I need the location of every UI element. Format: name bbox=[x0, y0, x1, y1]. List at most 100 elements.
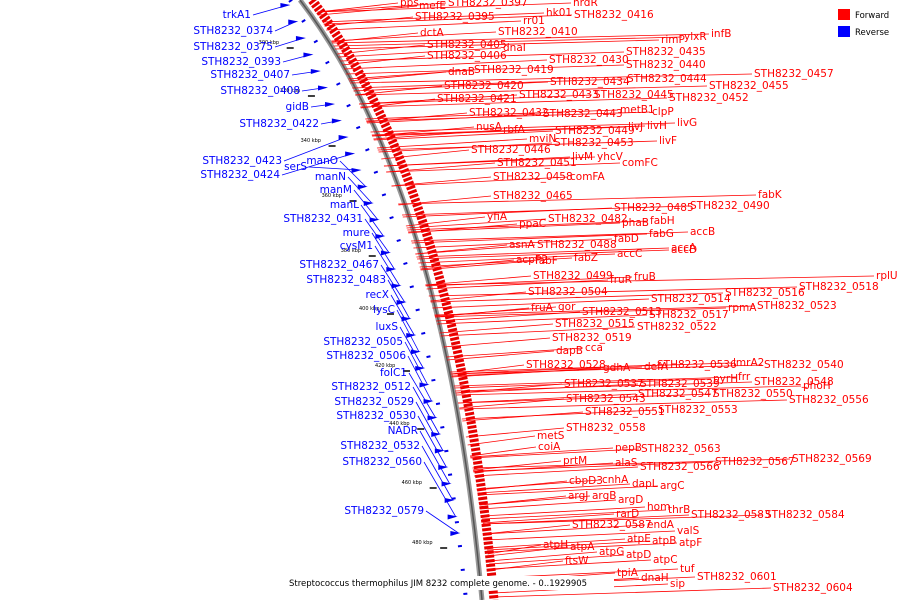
legend-forward-swatch bbox=[838, 9, 850, 20]
reverse-gene-label: STH8232_0467 bbox=[299, 259, 379, 271]
kbp-tick-label: 400 kbp bbox=[359, 306, 379, 312]
forward-connector-line bbox=[482, 513, 615, 524]
forward-gene-labels: ppsmefESTH8232_0397nrdRSTH8232_0395hk01S… bbox=[317, 0, 898, 598]
forward-connector-line bbox=[435, 307, 727, 318]
forward-gene-label: argD bbox=[618, 494, 643, 506]
forward-connector-line bbox=[487, 540, 651, 551]
forward-gene-label: STH8232_0517 bbox=[649, 309, 729, 321]
forward-gene-label: dapB bbox=[556, 345, 583, 357]
reverse-gene-label: recX bbox=[365, 289, 389, 301]
forward-gene-label: STH8232_0406 bbox=[427, 50, 507, 62]
forward-connector-line bbox=[467, 435, 536, 446]
forward-gene-label: yfiA bbox=[487, 211, 508, 223]
forward-gene-label: pyrH bbox=[713, 373, 738, 385]
reverse-connector-line bbox=[423, 461, 456, 517]
reverse-gene-arrow bbox=[396, 300, 407, 305]
forward-connector-line bbox=[419, 257, 573, 268]
forward-connector-line bbox=[418, 253, 616, 264]
reverse-connector-line bbox=[360, 204, 384, 237]
forward-gene-label: STH8232_0547 bbox=[638, 388, 718, 400]
forward-connector-line bbox=[458, 393, 637, 404]
forward-connector-line bbox=[333, 36, 683, 47]
forward-connector-line bbox=[428, 286, 798, 297]
reverse-gene-arrow bbox=[375, 234, 386, 239]
forward-gene-label: STH8232_0536 bbox=[657, 359, 737, 371]
forward-connector-line bbox=[484, 524, 646, 535]
forward-gene-label: atpE bbox=[627, 533, 651, 545]
reverse-gene-arrow bbox=[419, 382, 430, 388]
forward-connector-line bbox=[366, 111, 651, 122]
forward-connector-line bbox=[453, 376, 737, 387]
forward-gene-label: STH8232_0540 bbox=[764, 359, 844, 371]
forward-connector-line bbox=[317, 2, 399, 13]
forward-gene-label: comFA bbox=[570, 171, 606, 183]
forward-gene-label: STH8232_0583 bbox=[691, 509, 771, 521]
forward-connector-line bbox=[440, 326, 636, 337]
forward-gene-label: STH8232_0490 bbox=[690, 200, 770, 212]
forward-connector-line bbox=[488, 551, 598, 562]
forward-gene-label: STH8232_0485 bbox=[614, 202, 694, 214]
forward-gene-label: STH8232_0567 bbox=[715, 456, 795, 468]
reverse-connector-line bbox=[387, 279, 410, 319]
backbone-arc-core bbox=[299, 0, 483, 600]
reverse-gene-label: STH8232_0422 bbox=[239, 118, 319, 130]
reverse-gene-arrow bbox=[331, 118, 342, 124]
forward-gene-label: STH8232_0443 bbox=[543, 108, 623, 120]
reverse-gene-arrow bbox=[434, 448, 445, 454]
forward-connector-line bbox=[434, 306, 557, 317]
map-caption: Streptococcus thermophilus JIM 8232 comp… bbox=[289, 579, 587, 589]
forward-gene-label: dnaH bbox=[641, 572, 669, 584]
forward-gene-label: fabD bbox=[614, 233, 639, 245]
forward-gene-label: STH8232_0440 bbox=[626, 59, 706, 71]
forward-gene-label: STH8232_0416 bbox=[574, 9, 654, 21]
reverse-connector-line bbox=[371, 232, 395, 270]
forward-connector-line bbox=[459, 398, 565, 409]
kbp-tick-label: 380 kbp bbox=[341, 248, 361, 254]
forward-gene-label: STH8232_0397 bbox=[448, 0, 528, 9]
forward-gene-label: lmrA2 bbox=[733, 357, 764, 369]
reverse-gene-arrow bbox=[410, 349, 421, 355]
reverse-connector-line bbox=[415, 401, 444, 451]
forward-connector-line bbox=[420, 260, 534, 271]
forward-connector-line bbox=[482, 509, 667, 520]
reverse-gene-label: luxS bbox=[376, 321, 399, 333]
reverse-gene-label: lysC bbox=[373, 304, 395, 316]
reverse-gene-arrow bbox=[338, 135, 349, 140]
reverse-connector-line bbox=[374, 245, 400, 286]
forward-gene-label: fabF bbox=[535, 255, 558, 267]
reverse-gene-label: manM bbox=[320, 184, 352, 196]
reverse-gene-label: mure bbox=[343, 227, 370, 239]
reverse-gene-label: STH8232_0512 bbox=[331, 381, 411, 393]
forward-gene-label: STH8232_0488 bbox=[537, 239, 617, 251]
forward-connector-line bbox=[486, 538, 626, 549]
forward-gene-label: ylxR bbox=[684, 31, 707, 43]
forward-connector-line bbox=[413, 238, 613, 249]
forward-connector-line bbox=[434, 305, 756, 316]
forward-connector-line bbox=[479, 495, 591, 506]
forward-gene-label: ftsW bbox=[565, 555, 589, 567]
reverse-gene-arrow bbox=[351, 168, 362, 173]
forward-gene-label: STH8232_0522 bbox=[637, 321, 717, 333]
forward-gene-label: STH8232_0569 bbox=[792, 453, 872, 465]
forward-gene-label: accA bbox=[671, 242, 697, 254]
reverse-gene-label: STH8232_0532 bbox=[340, 440, 420, 452]
forward-connector-line bbox=[485, 530, 676, 541]
forward-gene-label: accD bbox=[671, 244, 697, 256]
forward-connector-line bbox=[371, 125, 646, 136]
forward-connector-line bbox=[376, 138, 528, 149]
forward-connector-line bbox=[365, 109, 619, 120]
forward-gene-label: alaS bbox=[615, 457, 638, 469]
legend-reverse-swatch bbox=[838, 26, 850, 37]
forward-connector-line bbox=[381, 149, 470, 160]
reverse-gene-arrow bbox=[288, 19, 299, 25]
forward-connector-line bbox=[446, 347, 584, 358]
forward-gene-label: mviN bbox=[529, 133, 556, 145]
forward-gene-label: dctA bbox=[420, 27, 445, 39]
forward-gene-label: argJ bbox=[568, 490, 588, 502]
forward-gene-label: fabG bbox=[649, 228, 674, 240]
forward-connector-line bbox=[472, 460, 562, 471]
legend: Forward Reverse bbox=[838, 9, 889, 38]
forward-connector-line bbox=[366, 112, 468, 123]
forward-connector-line bbox=[340, 51, 625, 62]
